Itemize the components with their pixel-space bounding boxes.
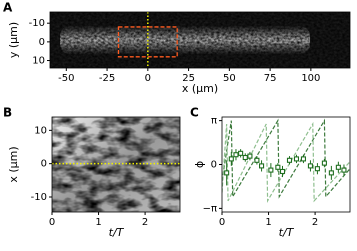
y-tick-label: -10 — [31, 192, 47, 203]
data-point — [321, 160, 327, 166]
y-tick-label: -10 — [29, 18, 45, 29]
y-tick-label: 10 — [34, 125, 47, 136]
data-point — [238, 150, 244, 156]
panel-label: B — [3, 106, 12, 120]
data-point — [254, 157, 260, 163]
x-tick-label: 25 — [182, 73, 195, 84]
x-tick-label: 100 — [301, 73, 320, 84]
data-point — [268, 167, 274, 173]
plot-frame — [51, 116, 181, 213]
x-tick-label: 75 — [264, 73, 277, 84]
x-tick-label: 2 — [142, 217, 148, 228]
x-tick-label: 1 — [265, 217, 271, 228]
x-tick-label: -50 — [58, 73, 74, 84]
panel-label: A — [3, 1, 13, 15]
x-tick-label: 1 — [95, 217, 101, 228]
data-point — [293, 156, 300, 162]
panel-label: C — [190, 106, 199, 120]
x-tick-label: 0 — [219, 217, 225, 228]
data-point — [341, 167, 347, 173]
y-tick-label: 0 — [41, 159, 47, 170]
y-axis-label: y (μm) — [7, 22, 20, 58]
data-point — [242, 154, 248, 161]
data-point — [224, 170, 230, 176]
data-point — [228, 156, 234, 162]
plot-frame — [49, 11, 351, 69]
y-axis-label: x (μm) — [7, 146, 20, 182]
x-axis-label: t/T — [279, 226, 295, 239]
data-point — [279, 168, 286, 175]
data-point — [275, 164, 281, 170]
image-noise — [52, 117, 180, 212]
data-point — [314, 166, 320, 172]
y-tick-label: π — [211, 116, 217, 127]
x-tick-label: 2 — [312, 217, 318, 228]
x-axis-label: t/T — [109, 226, 125, 239]
data-point — [286, 157, 293, 163]
data-point — [300, 156, 307, 162]
data-point — [335, 164, 341, 170]
image-noise — [50, 12, 350, 68]
x-tick-label: 0 — [145, 73, 151, 84]
data-point — [233, 152, 239, 158]
data-point — [328, 170, 334, 176]
roi-box — [117, 26, 178, 58]
model-line — [222, 121, 350, 203]
y-tick-label: 0 — [39, 37, 45, 48]
x-tick-label: -25 — [99, 73, 115, 84]
y-tick-label: −π — [203, 203, 217, 214]
plot-frame — [221, 116, 351, 213]
y-tick-label: 0 — [211, 160, 217, 171]
y-tick-label: 10 — [32, 56, 45, 67]
model-line — [222, 118, 350, 199]
data-point — [259, 163, 265, 169]
x-tick-label: 50 — [223, 73, 236, 84]
y-axis-label: ϕ — [193, 161, 206, 168]
x-axis-label: x (μm) — [182, 82, 218, 95]
x-tick-label: 0 — [49, 217, 55, 228]
data-point — [247, 153, 253, 159]
data-point — [307, 163, 313, 169]
